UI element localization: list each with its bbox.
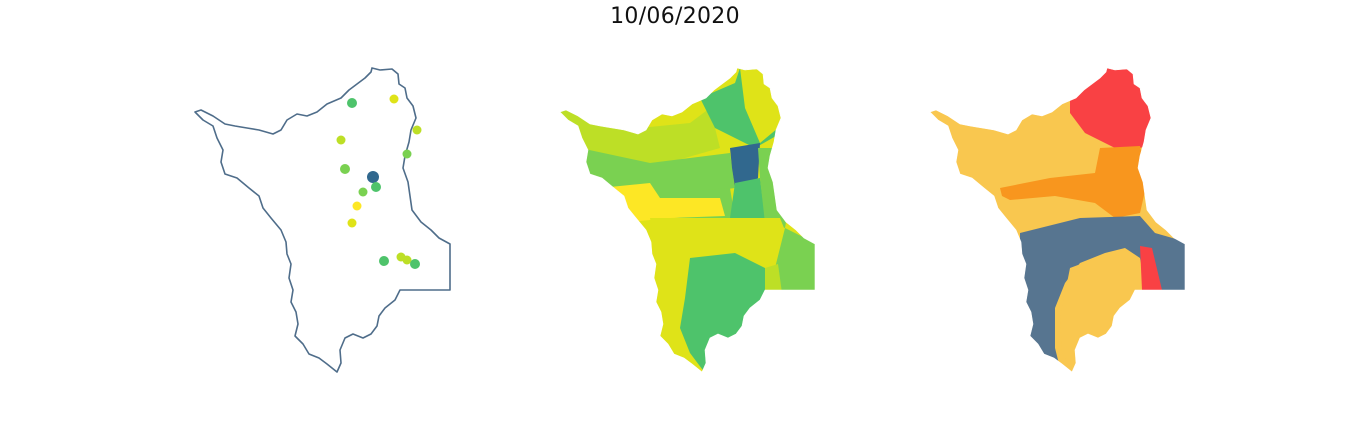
region bbox=[680, 253, 768, 372]
state-outline bbox=[194, 67, 451, 373]
station-point bbox=[410, 259, 420, 269]
figure-title: 10/06/2020 bbox=[610, 4, 740, 29]
region bbox=[765, 264, 782, 296]
panel-choropleth-viridis bbox=[559, 67, 816, 373]
station-point bbox=[379, 256, 389, 266]
station-point bbox=[347, 218, 357, 228]
station-point bbox=[358, 187, 368, 197]
region bbox=[1060, 253, 1145, 372]
station-point bbox=[367, 171, 379, 183]
station-points bbox=[336, 94, 422, 269]
panel-stations bbox=[194, 67, 451, 373]
region bbox=[1140, 246, 1162, 290]
station-point bbox=[402, 255, 412, 265]
region bbox=[580, 148, 735, 198]
region bbox=[1020, 216, 1185, 368]
region bbox=[730, 178, 765, 223]
panel-choropleth-risk bbox=[929, 67, 1186, 373]
station-point bbox=[412, 125, 422, 135]
region bbox=[775, 228, 815, 298]
station-point bbox=[347, 98, 357, 108]
station-point bbox=[389, 94, 399, 104]
station-point bbox=[352, 201, 362, 211]
station-point bbox=[371, 182, 381, 192]
station-point bbox=[402, 149, 412, 159]
station-point bbox=[340, 164, 350, 174]
station-point bbox=[336, 135, 346, 145]
region bbox=[1000, 146, 1148, 218]
region bbox=[650, 218, 790, 268]
